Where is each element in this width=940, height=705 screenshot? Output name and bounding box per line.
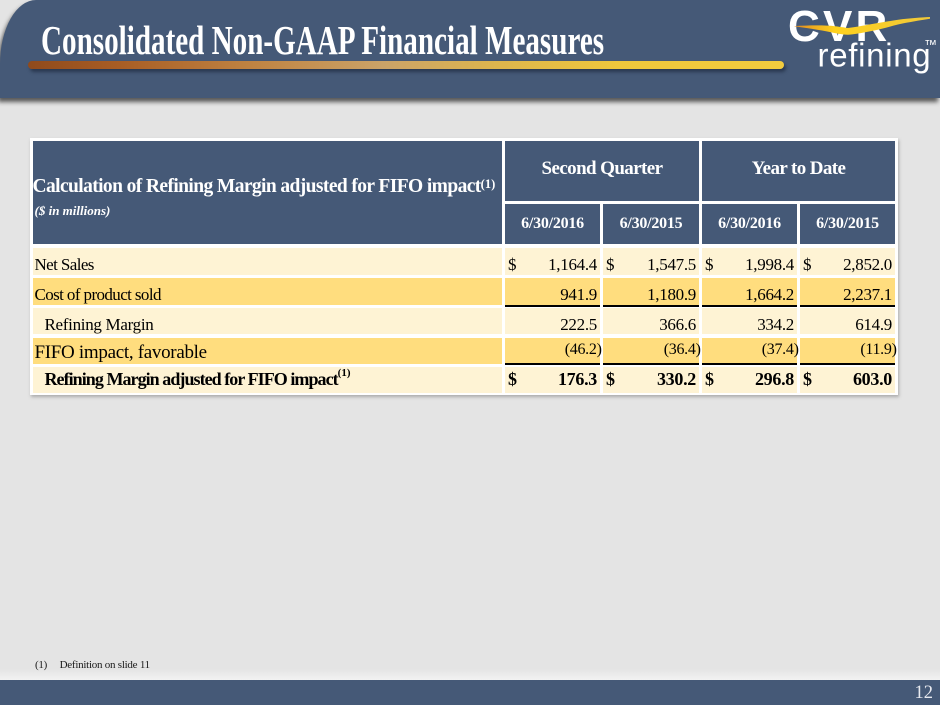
svg-text:™: ™ [924, 37, 937, 52]
svg-text:refining: refining [818, 36, 932, 73]
